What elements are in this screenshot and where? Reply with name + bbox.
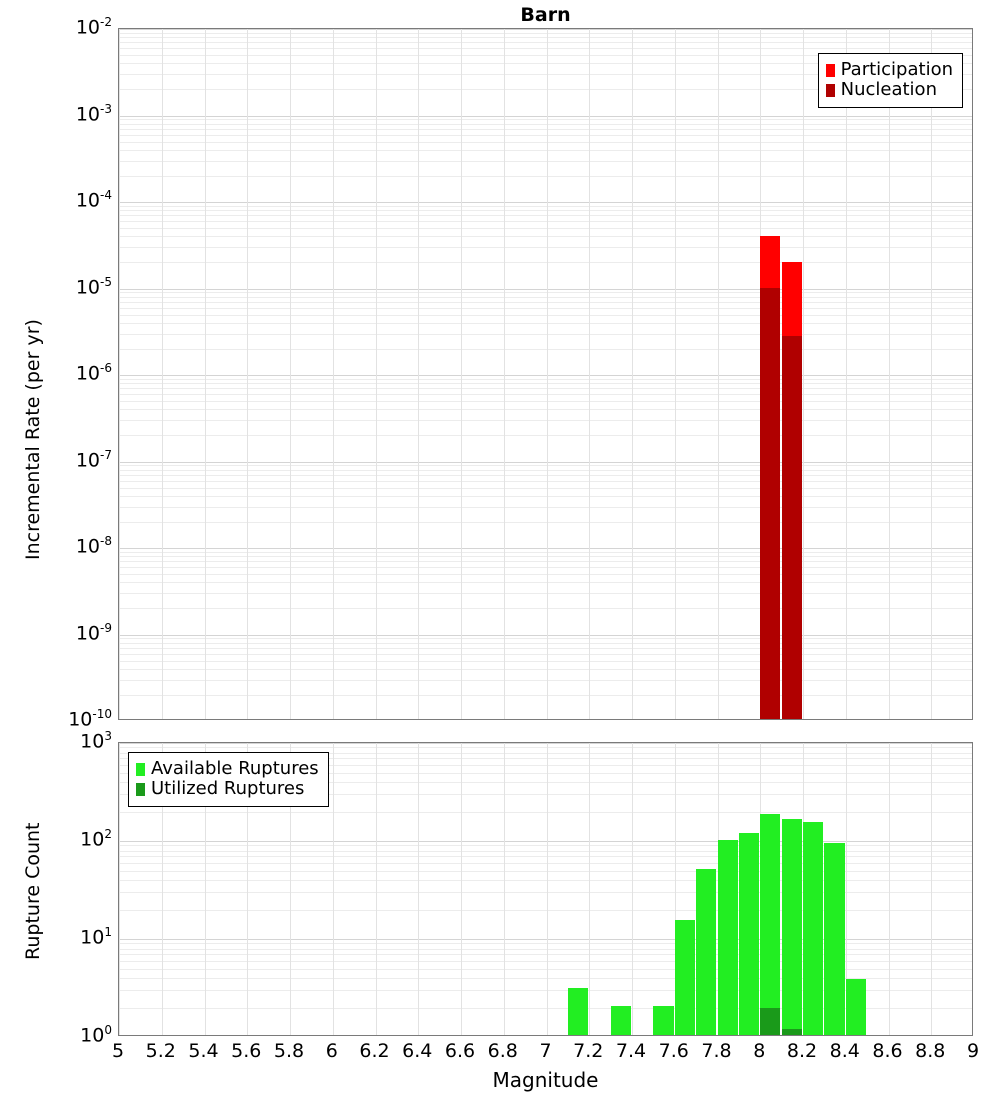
xtick-label: 5: [111, 1040, 125, 1062]
xtick-label: 6.4: [402, 1040, 433, 1062]
bar-utilized-ruptures: [760, 1007, 781, 1035]
xtick-label: 6.6: [444, 1040, 476, 1062]
xtick-label: 6: [325, 1040, 338, 1062]
bar-available-ruptures: [760, 813, 781, 1035]
bar-available-ruptures: [674, 919, 695, 1035]
xtick-label: 5.4: [188, 1040, 219, 1062]
xtick-label: 9: [966, 1040, 980, 1062]
bottom-gridlines: [119, 743, 972, 1035]
bar-available-ruptures: [696, 868, 717, 1035]
xtick-label: 6.2: [359, 1040, 390, 1062]
xtick-label: 6.8: [487, 1040, 518, 1062]
legend-label-utilized-ruptures: Utilized Ruptures: [151, 778, 305, 799]
top-legend: Participation Nucleation: [817, 53, 963, 108]
bar-available-ruptures: [653, 1005, 674, 1035]
participation-swatch: [825, 63, 835, 77]
xtick-label: 5.6: [231, 1040, 262, 1062]
ytick-label: 10-10: [68, 707, 112, 731]
bar-utilized-ruptures: [781, 1029, 802, 1035]
ytick-label: 10-9: [75, 620, 112, 644]
bar-available-ruptures: [845, 979, 866, 1035]
page-title: Barn: [520, 4, 571, 26]
bar-available-ruptures: [717, 839, 738, 1035]
ytick-label: 10-2: [75, 15, 112, 39]
ytick-label: 10-4: [75, 188, 112, 212]
xtick-label: 8.2: [786, 1040, 818, 1062]
bar-nucleation: [760, 288, 781, 719]
bottom-yaxis-label: Rupture Count: [22, 822, 44, 961]
bar-available-ruptures: [803, 822, 824, 1035]
bottom-plot-area: Available Ruptures Utilized Ruptures: [118, 742, 973, 1036]
utilized-ruptures-swatch: [136, 782, 145, 796]
top-bars: [119, 29, 972, 719]
xtick-label: 5.8: [273, 1040, 305, 1062]
bottom-bars: [119, 743, 972, 1035]
ytick-label: 101: [80, 925, 112, 949]
bar-available-ruptures: [610, 1005, 631, 1035]
legend-label-available-ruptures: Available Ruptures: [151, 758, 319, 779]
xtick-label: 7.4: [615, 1040, 647, 1062]
bar-available-ruptures: [738, 833, 760, 1035]
xaxis-label: Magnitude: [492, 1068, 599, 1092]
ytick-label: 10-3: [75, 101, 112, 125]
ytick-label: 103: [80, 729, 112, 753]
xtick-label: 7.6: [658, 1040, 689, 1062]
ytick-label: 102: [80, 827, 112, 851]
legend-item-participation[interactable]: Participation: [825, 59, 953, 80]
legend-label-nucleation: Nucleation: [840, 79, 937, 100]
bottom-legend: Available Ruptures Utilized Ruptures: [128, 752, 329, 807]
ytick-label: 100: [80, 1023, 112, 1047]
xtick-label: 7.2: [573, 1040, 604, 1062]
bar-available-ruptures: [781, 819, 802, 1035]
ytick-label: 10-5: [75, 274, 112, 298]
bar-nucleation: [781, 335, 802, 719]
legend-item-nucleation[interactable]: Nucleation: [825, 79, 953, 100]
ytick-label: 10-6: [75, 361, 112, 385]
nucleation-swatch: [825, 83, 835, 97]
top-yaxis-label: Incremental Rate (per yr): [22, 319, 44, 560]
legend-item-utilized-ruptures[interactable]: Utilized Ruptures: [136, 780, 319, 798]
bar-available-ruptures: [824, 842, 845, 1035]
xtick-label: 8.6: [872, 1040, 903, 1062]
xtick-label: 7: [539, 1040, 552, 1062]
top-plot-area: Participation Nucleation: [118, 28, 973, 720]
available-ruptures-swatch: [136, 762, 145, 776]
ytick-label: 10-7: [75, 447, 112, 471]
legend-label-participation: Participation: [840, 59, 953, 80]
top-gridlines: [119, 29, 972, 719]
legend-item-available-ruptures[interactable]: Available Ruptures: [136, 760, 319, 778]
xtick-label: 8.8: [915, 1040, 946, 1062]
bottom-ytick-labels: 103 102 101 100: [2, 700, 112, 1100]
xtick-label: 5.2: [145, 1040, 176, 1062]
xtick-label: 7.8: [701, 1040, 732, 1062]
xtick-label: 8: [753, 1040, 766, 1062]
xtick-label: 8.4: [829, 1040, 860, 1062]
bar-available-ruptures: [567, 988, 589, 1035]
ytick-label: 10-8: [75, 534, 112, 558]
top-ytick-labels: 10-2 10-3 10-4 10-5 10-6 10-7 10-8 10-9 10-10: [2, 0, 112, 760]
